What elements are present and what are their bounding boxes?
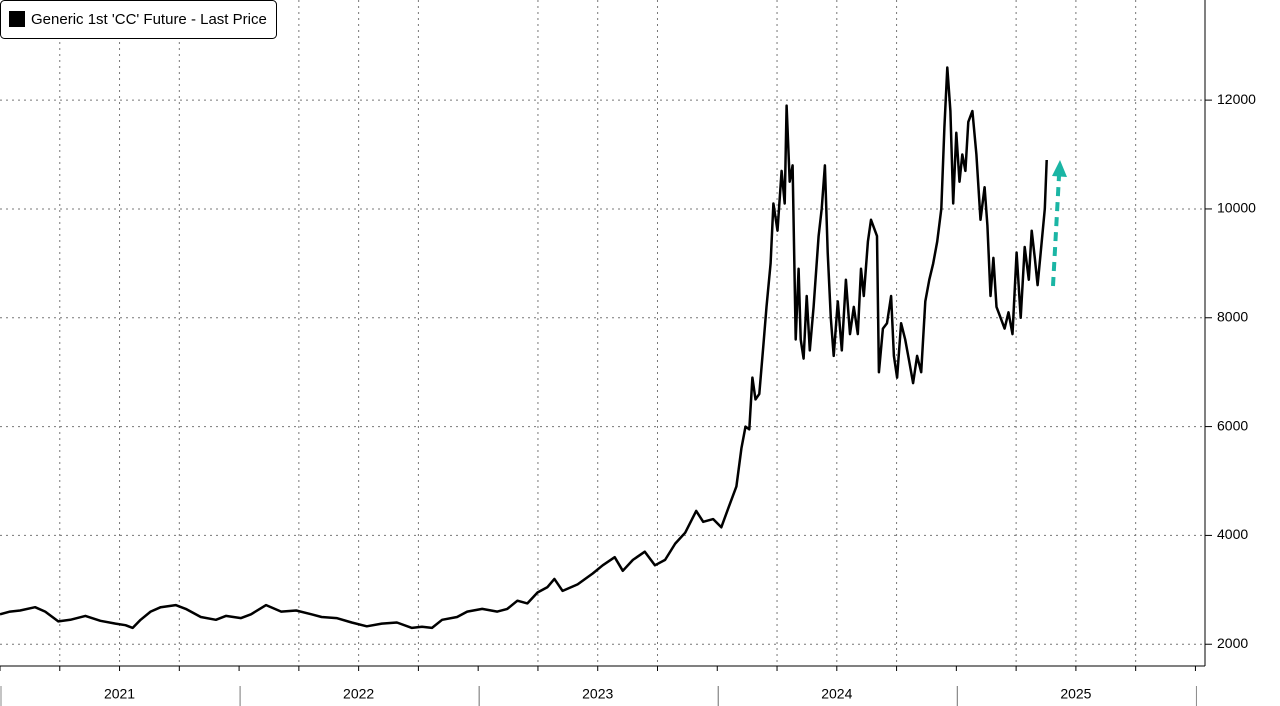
y-tick-label: 10000 (1217, 200, 1256, 216)
legend-box (0, 0, 277, 39)
x-tick-label: 2025 (1060, 686, 1091, 702)
annotation-arrow (1051, 160, 1067, 287)
legend-label: Generic 1st 'CC' Future - Last Price (31, 11, 267, 28)
x-tick-label: 2022 (343, 686, 374, 702)
x-tick-label: 2023 (582, 686, 613, 702)
y-tick-label: 8000 (1217, 308, 1248, 324)
y-tick-label: 2000 (1217, 635, 1248, 651)
price-line (0, 66, 1048, 630)
legend: Generic 1st 'CC' Future - Last Price (0, 0, 277, 39)
arrow-shaft (1051, 175, 1061, 287)
y-tick-label: 12000 (1217, 91, 1256, 107)
arrow-head (1052, 160, 1067, 177)
y-tick-label: 6000 (1217, 417, 1248, 433)
x-tick-label: 2021 (104, 686, 135, 702)
y-tick-label: 4000 (1217, 526, 1248, 542)
legend-swatch (9, 11, 25, 27)
x-tick-label: 2024 (821, 686, 852, 702)
